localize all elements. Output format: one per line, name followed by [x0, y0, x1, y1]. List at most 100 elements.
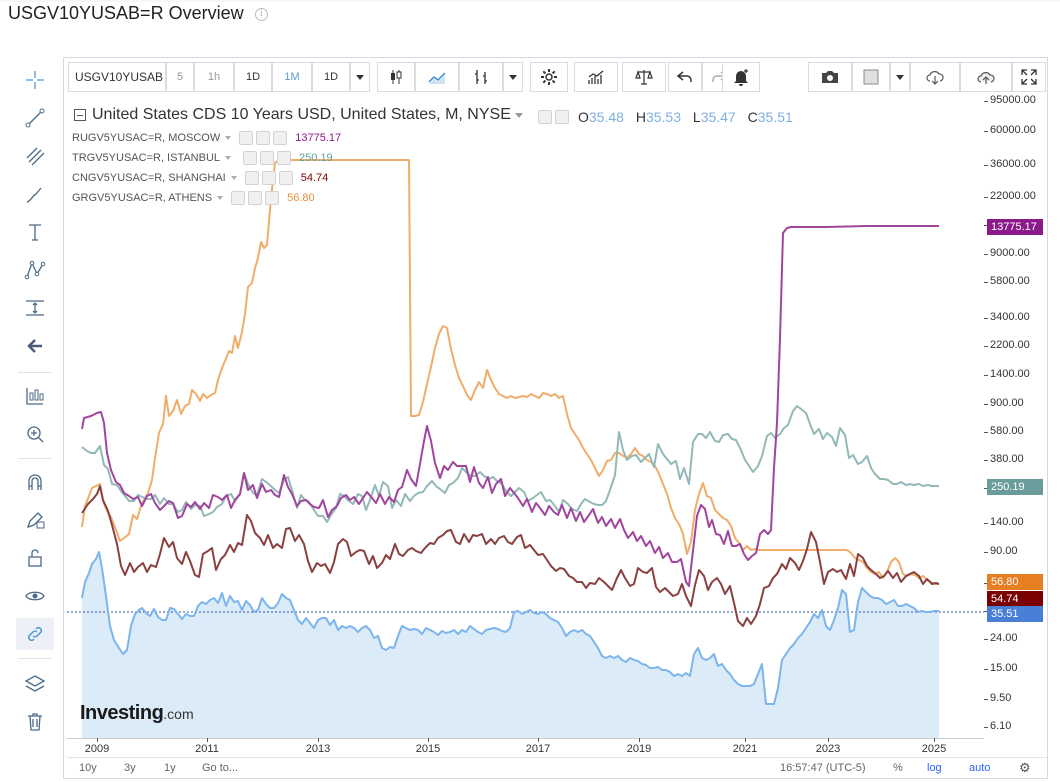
eye-icon[interactable] [538, 110, 552, 124]
eye-icon[interactable] [16, 580, 54, 612]
layers-icon[interactable] [16, 668, 54, 700]
time-axis[interactable]: 2009 2011 2013 2015 2017 2019 2021 2023 2025 [67, 738, 984, 758]
y-tick-label: 580.00 [990, 425, 1024, 437]
color-box-icon[interactable] [852, 62, 890, 92]
close-icon[interactable] [278, 171, 293, 185]
gear-icon[interactable] [261, 171, 276, 185]
gear-icon[interactable] [248, 191, 263, 205]
log-toggle[interactable]: log [927, 762, 942, 774]
close-icon[interactable] [273, 131, 288, 145]
legend-series-istanbul[interactable]: TRGV5YUSAC=R, ISTANBUL 250.19 [72, 151, 333, 165]
indicators-icon[interactable] [574, 62, 618, 92]
chevron-down-icon[interactable] [230, 176, 237, 180]
legend-series-value: 54.74 [300, 172, 329, 184]
x-tick-mark [828, 738, 829, 742]
cloud-download-icon[interactable] [910, 62, 960, 92]
candles-icon[interactable] [377, 62, 415, 92]
interval-dropdown[interactable] [350, 62, 370, 92]
info-icon[interactable]: i [255, 8, 268, 21]
x-tick-label: 2013 [305, 743, 331, 755]
range-1y-button[interactable]: 1y [164, 762, 176, 774]
x-tick-mark [428, 738, 429, 742]
cloud-upload-icon[interactable] [960, 62, 1012, 92]
auto-toggle[interactable]: auto [969, 762, 991, 774]
series-actions [243, 151, 292, 165]
zoom-icon[interactable] [16, 418, 54, 450]
series-line-athens [81, 159, 939, 585]
magnet-icon[interactable] [16, 466, 54, 498]
fib-tools-icon[interactable] [16, 140, 54, 172]
eye-icon[interactable] [243, 151, 258, 165]
range-10y-button[interactable]: 10y [79, 762, 97, 774]
price-tag: 35.51 [987, 606, 1043, 622]
bar-compare-icon[interactable] [459, 62, 503, 92]
y-tick-label: 22000.00 [990, 190, 1036, 202]
y-tick-mark [984, 131, 988, 132]
chevron-down-icon[interactable] [225, 156, 232, 160]
close-icon[interactable] [277, 151, 292, 165]
x-tick-label: 2025 [921, 743, 947, 755]
gear-icon[interactable] [260, 151, 275, 165]
chart-plot-area[interactable] [67, 98, 984, 738]
back-arrow-icon[interactable] [16, 330, 54, 362]
unlock-icon[interactable] [16, 542, 54, 574]
goto-date-button[interactable]: Go to... [202, 762, 239, 774]
interval-5m-button[interactable]: 5 [166, 62, 194, 92]
y-tick-mark [984, 523, 988, 524]
brush-icon[interactable] [16, 178, 54, 210]
y-tick-mark [984, 254, 988, 255]
chevron-down-icon[interactable] [225, 136, 232, 140]
undo-icon[interactable] [668, 62, 702, 92]
x-tick-mark [745, 738, 746, 742]
collapse-legend-icon[interactable] [74, 109, 86, 121]
long-short-icon[interactable] [16, 380, 54, 412]
series-actions [244, 171, 293, 185]
ohlc-open-label: O [578, 109, 589, 125]
camera-icon[interactable] [808, 62, 852, 92]
fullscreen-icon[interactable] [1012, 62, 1046, 92]
chart-type-dropdown[interactable] [503, 62, 523, 92]
color-dropdown[interactable] [890, 62, 910, 92]
trend-line-icon[interactable] [16, 102, 54, 134]
legend-series-athens[interactable]: GRGV5YUSAC=R, ATHENS 56.80 [72, 191, 315, 205]
percent-toggle[interactable]: % [893, 762, 903, 774]
chevron-down-icon[interactable] [217, 196, 224, 200]
gear-icon[interactable] [256, 131, 271, 145]
eye-icon[interactable] [231, 191, 246, 205]
area-line-icon[interactable] [415, 62, 459, 92]
measure-icon[interactable] [16, 292, 54, 324]
ohlc-low: 35.47 [700, 109, 736, 125]
gear-icon[interactable]: ⚙ [1019, 760, 1031, 775]
y-tick-mark [984, 165, 988, 166]
interval-1h-button[interactable]: 1h [194, 62, 234, 92]
trash-icon[interactable] [16, 706, 54, 738]
symbol-search-input[interactable]: USGV10YUSAB [68, 62, 166, 92]
left-drawing-toolbar [14, 62, 56, 762]
crosshair-icon[interactable] [16, 64, 54, 96]
pattern-icon[interactable] [16, 254, 54, 286]
scale-icon[interactable] [622, 62, 666, 92]
eye-icon[interactable] [239, 131, 254, 145]
interval-select-button[interactable]: 1D [312, 62, 350, 92]
settings-icon[interactable] [530, 62, 568, 92]
lock-pencil-icon[interactable] [16, 504, 54, 536]
range-3y-button[interactable]: 3y [124, 762, 136, 774]
chevron-down-icon[interactable] [514, 112, 523, 118]
gear-icon[interactable] [555, 110, 569, 124]
interval-1d-button[interactable]: 1D [234, 62, 272, 92]
text-icon[interactable] [16, 216, 54, 248]
x-tick-label: 2011 [195, 743, 219, 755]
legend-series-shanghai[interactable]: CNGV5YUSAC=R, SHANGHAI 54.74 [72, 171, 328, 185]
legend-main-title: United States CDS 10 Years USD, United S… [92, 106, 511, 123]
chart-bottom-bar: 10y 3y 1y Go to... 16:57:47 (UTC-5) % lo… [67, 757, 1047, 779]
close-icon[interactable] [265, 191, 280, 205]
price-axis[interactable]: 95000.0060000.0036000.0022000.0013000.00… [984, 94, 1048, 738]
eye-icon[interactable] [244, 171, 259, 185]
y-tick-label: 60000.00 [990, 124, 1036, 136]
x-tick-mark [538, 738, 539, 742]
alert-icon[interactable] [722, 62, 760, 92]
interval-1m-button[interactable]: 1M [272, 62, 312, 92]
link-icon[interactable] [16, 618, 54, 650]
y-tick-label: 140.00 [990, 516, 1024, 528]
legend-series-moscow[interactable]: RUGV5YUSAC=R, MOSCOW 13775.17 [72, 131, 341, 145]
